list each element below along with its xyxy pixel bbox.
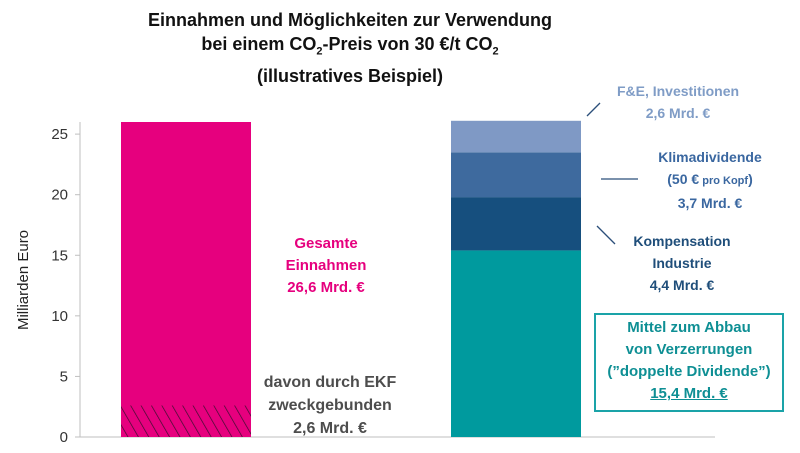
total-revenue-annotation: Gesamte Einnahmen 26,6 Mrd. € [285, 235, 367, 296]
y-tick-label: 5 [60, 368, 68, 385]
kompensation-annotation: Kompensation Industrie 4,4 Mrd. € [633, 233, 731, 293]
y-tick-label: 0 [60, 429, 68, 446]
fe-annotation: F&E, Investitionen 2,6 Mrd. € [616, 83, 740, 121]
ekf-annotation: davon durch EKF zweckgebunden 2,6 Mrd. € [263, 374, 397, 437]
y-tick-label: 25 [51, 126, 68, 143]
bars [121, 120, 581, 437]
chart-title: Einnahmen und Möglichkeiten zur Verwendu… [140, 8, 560, 88]
bar-2-segment-4 [451, 120, 581, 153]
leader-line-komp [596, 225, 616, 245]
klimadividende-annotation: Klimadividende (50 € pro Kopf) 3,7 Mrd. … [658, 149, 762, 211]
title-line-3: (illustratives Beispiel) [256, 65, 444, 86]
y-tick-label: 20 [51, 187, 68, 204]
bar-2-segment-3 [451, 152, 581, 198]
doppelte-dividende-box: Mittel zum Abbau von Verzerrungen (”dopp… [594, 313, 784, 412]
bar-2-segment-2 [451, 197, 581, 251]
y-axis-label: Milliarden Euro [15, 230, 32, 330]
y-tick-label: 15 [51, 247, 68, 264]
bar-1-segment-2 [121, 122, 251, 406]
y-axis: 0 5 10 15 20 25 [51, 122, 715, 446]
bar-2-segment-1 [451, 250, 581, 437]
title-line-1: Einnahmen und Möglichkeiten zur Verwendu… [147, 10, 553, 30]
y-tick-label: 10 [51, 308, 68, 325]
leader-line-fe [586, 102, 601, 117]
title-line-2: bei einem CO2-Preis von 30 €/t CO2 [201, 34, 499, 58]
bar-1-segment-1 [121, 405, 251, 437]
